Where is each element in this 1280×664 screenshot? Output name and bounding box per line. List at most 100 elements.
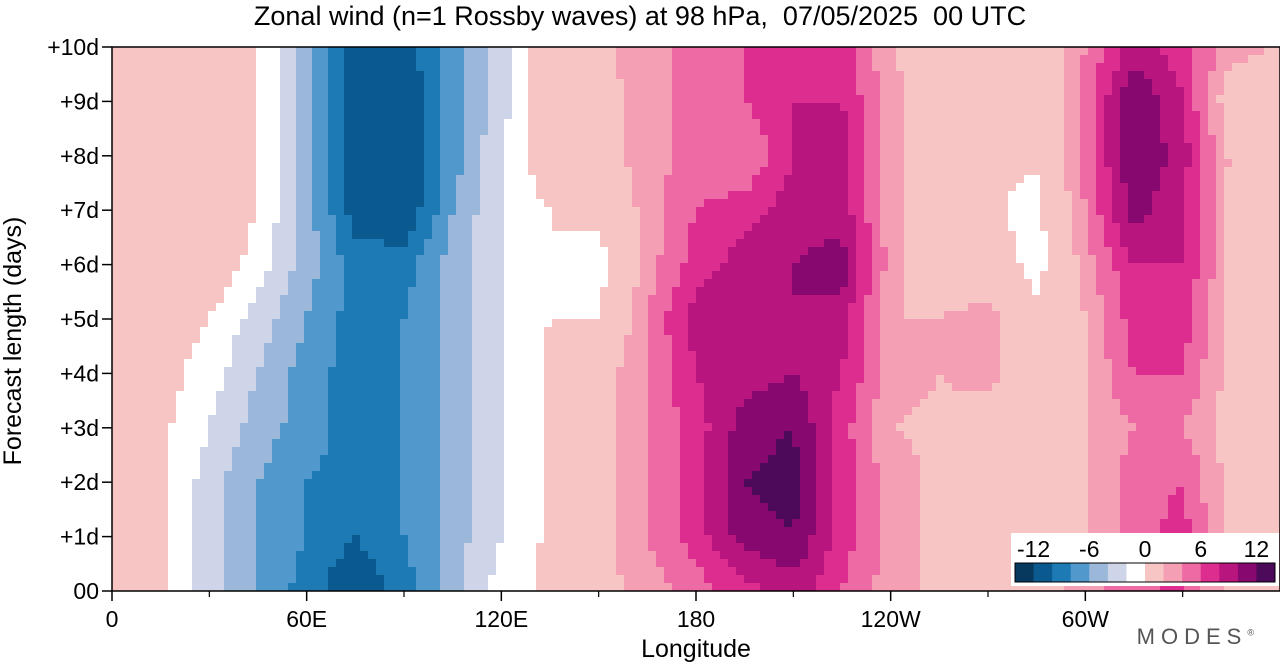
heatmap-cell [1088,111,1097,120]
heatmap-cell [1224,175,1233,184]
heatmap-cell [1176,143,1185,152]
heatmap-cell [208,95,217,104]
heatmap-cell [160,303,169,312]
heatmap-cell [824,287,833,296]
heatmap-cell [1072,191,1081,200]
heatmap-cell [1064,79,1073,88]
heatmap-cell [576,255,585,264]
heatmap-cell [1112,191,1121,200]
heatmap-cell [224,223,233,232]
heatmap-cell [208,167,217,176]
heatmap-cell [1136,287,1145,296]
heatmap-cell [664,111,673,120]
heatmap-cell [568,47,577,56]
heatmap-cell [848,159,857,168]
heatmap-cell [704,191,713,200]
heatmap-cell [544,303,553,312]
heatmap-cell [1048,167,1057,176]
heatmap-cell [216,63,225,72]
heatmap-cell [1192,159,1201,168]
heatmap-cell [328,287,337,296]
heatmap-cell [1112,55,1121,64]
heatmap-cell [200,119,209,128]
heatmap-cell [624,311,633,320]
heatmap-cell [912,231,921,240]
heatmap-cell [728,143,737,152]
heatmap-cell [672,175,681,184]
heatmap-cell [376,103,385,112]
heatmap-cell [1080,255,1089,264]
heatmap-cell [728,135,737,144]
heatmap-cell [872,143,881,152]
heatmap-cell [320,71,329,80]
heatmap-cell [528,183,537,192]
heatmap-cell [944,159,953,168]
heatmap-cell [752,175,761,184]
heatmap-cell [160,143,169,152]
heatmap-cell [928,279,937,288]
heatmap-cell [480,135,489,144]
heatmap-cell [552,239,561,248]
heatmap-cell [632,311,641,320]
heatmap-cell [544,183,553,192]
heatmap-cell [688,279,697,288]
heatmap-cell [336,215,345,224]
heatmap-cell [344,295,353,304]
heatmap-cell [192,71,201,80]
heatmap-cell [368,271,377,280]
heatmap-cell [1216,303,1225,312]
heatmap-cell [272,199,281,208]
heatmap-cell [824,95,833,104]
heatmap-cell [944,87,953,96]
heatmap-cell [384,215,393,224]
heatmap-cell [544,263,553,272]
heatmap-cell [272,239,281,248]
heatmap-cell [1000,167,1009,176]
heatmap-cell [1248,247,1257,256]
heatmap-cell [648,191,657,200]
heatmap-cell [952,79,961,88]
heatmap-cell [376,295,385,304]
heatmap-cell [696,239,705,248]
heatmap-cell [232,79,241,88]
heatmap-cell [872,159,881,168]
heatmap-cell [168,63,177,72]
heatmap-cell [800,135,809,144]
heatmap-cell [504,287,513,296]
heatmap-cell [280,103,289,112]
heatmap-cell [392,207,401,216]
heatmap-cell [208,319,217,328]
heatmap-cell [368,95,377,104]
heatmap-cell [360,207,369,216]
heatmap-cell [1000,279,1009,288]
heatmap-cell [1024,151,1033,160]
heatmap-cell [504,95,513,104]
heatmap-cell [552,223,561,232]
heatmap-cell [280,175,289,184]
heatmap-cell [296,287,305,296]
heatmap-cell [704,183,713,192]
heatmap-cell [296,167,305,176]
heatmap-cell [648,175,657,184]
heatmap-cell [984,119,993,128]
heatmap-cell [1088,127,1097,136]
heatmap-cell [1208,103,1217,112]
heatmap-cell [984,111,993,120]
heatmap-cell [1120,47,1129,56]
heatmap-cell [544,311,553,320]
heatmap-cell [200,167,209,176]
heatmap-cell [912,255,921,264]
heatmap-cell [1168,167,1177,176]
heatmap-cell [872,279,881,288]
heatmap-cell [1264,239,1273,248]
heatmap-cell [416,127,425,136]
heatmap-cell [816,175,825,184]
heatmap-cell [1032,247,1041,256]
heatmap-cell [456,47,465,56]
heatmap-cell [592,55,601,64]
heatmap-cell [664,47,673,56]
heatmap-cell [1000,79,1009,88]
heatmap-cell [288,303,297,312]
heatmap-cell [232,111,241,120]
heatmap-cell [1128,55,1137,64]
